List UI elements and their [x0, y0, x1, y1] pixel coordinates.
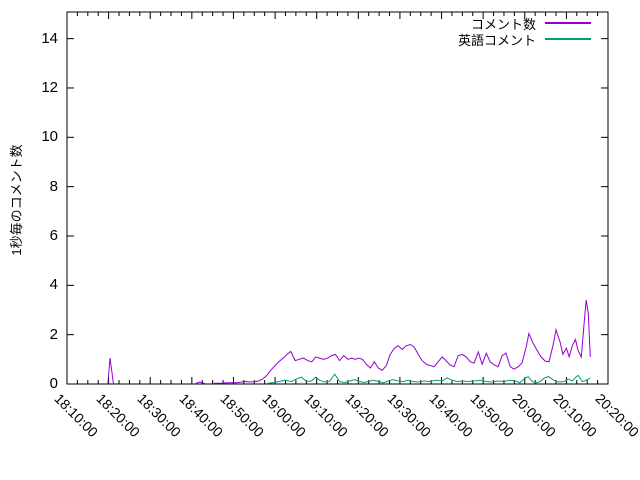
legend-entry-english-comments: 英語コメント — [457, 31, 591, 48]
y-tick-label: 6 — [49, 226, 58, 244]
y-tick-label: 0 — [49, 375, 58, 392]
legend-label: 英語コメント — [457, 32, 536, 48]
series-line-0 — [107, 358, 114, 385]
plot-border — [66, 11, 609, 385]
y-tick-label: 10 — [41, 128, 58, 146]
y-tick-label: 4 — [49, 276, 58, 294]
series-line-0 — [195, 381, 205, 384]
legend-entry-comments: コメント数 — [458, 15, 591, 32]
y-tick-label: 14 — [41, 29, 58, 47]
y-tick-label: 12 — [41, 78, 58, 96]
y-axis-title: 1秒毎のコメント数 — [9, 144, 24, 256]
series-line-0 — [213, 300, 591, 384]
legend: コメント数 英語コメント — [457, 15, 591, 48]
series-line-1 — [266, 373, 591, 384]
legend-line-sample-icon — [545, 22, 591, 24]
legend-label: コメント数 — [470, 16, 536, 32]
y-tick-label: 2 — [49, 325, 58, 343]
y-tick-label: 8 — [49, 177, 58, 195]
legend-line-sample-icon — [545, 38, 591, 40]
